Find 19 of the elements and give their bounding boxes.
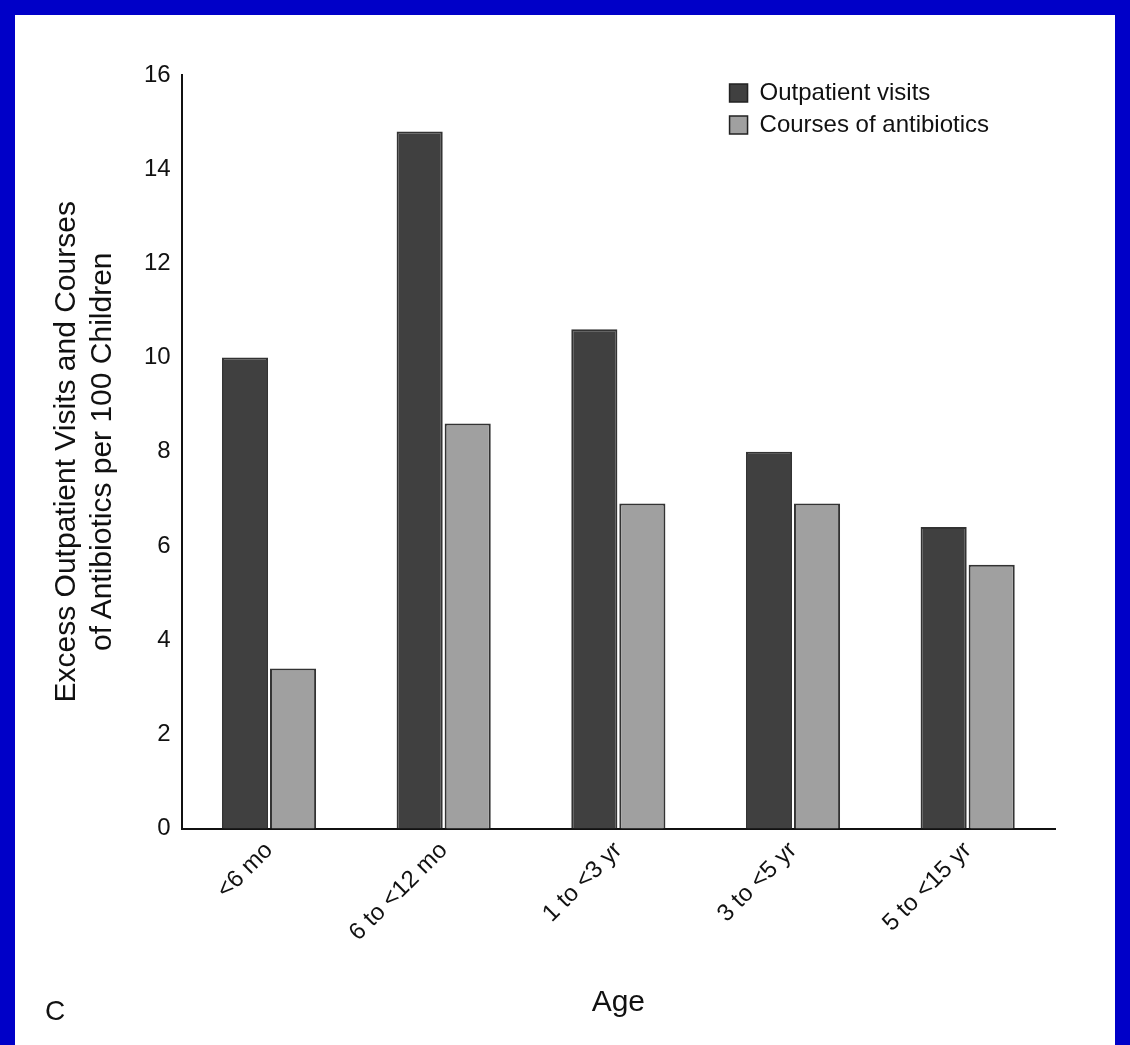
x-tick-label: 5 to <15 yr	[876, 835, 976, 936]
y-tick-label: 4	[157, 624, 171, 652]
y-tick-label: 0	[157, 813, 171, 841]
y-tick-label: 10	[143, 342, 171, 370]
y-axis-title: Excess Outpatient Visits and Courses of Antibiotics per 100 Children	[48, 201, 118, 703]
x-tick-label: 6 to <12 mo	[342, 835, 452, 946]
y-tick-label: 8	[157, 436, 171, 464]
y-tick-label: 14	[143, 153, 171, 181]
y-tick-label: 6	[157, 530, 171, 558]
legend-label: Outpatient visits	[759, 77, 931, 105]
x-tick-label: 3 to <5 yr	[710, 835, 802, 927]
x-tick-label: <6 mo	[210, 835, 278, 903]
text: C	[45, 995, 66, 1026]
y-tick-label: 2	[157, 718, 171, 746]
y-tick-label: 12	[143, 248, 171, 276]
x-tick-label: 1 to <3 yr	[536, 835, 627, 927]
y-tick-label: 16	[143, 59, 171, 87]
x-axis-title: Age	[591, 984, 646, 1018]
legend-label: Courses of antibiotics	[759, 109, 990, 137]
